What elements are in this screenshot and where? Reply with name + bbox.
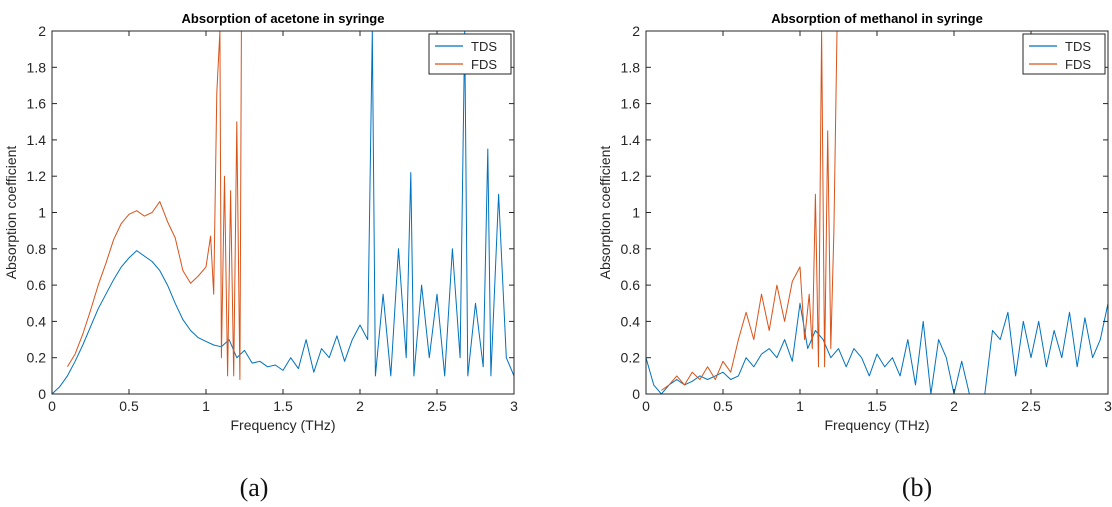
legend-label-tds: TDS <box>471 39 497 54</box>
x-tick-label: 0 <box>48 398 56 414</box>
x-tick-label: 3 <box>1104 398 1112 414</box>
x-axis-label: Frequency (THz) <box>230 417 335 433</box>
x-tick-label: 2.5 <box>1021 398 1041 414</box>
series-line-fds <box>66 31 242 380</box>
y-tick-label: 0.8 <box>621 241 641 257</box>
x-tick-label: 1 <box>796 398 804 414</box>
y-tick-label: 1.2 <box>621 168 641 184</box>
y-tick-label: 0.2 <box>621 350 641 366</box>
x-tick-label: 0 <box>642 398 650 414</box>
x-tick-label: 2 <box>950 398 958 414</box>
y-tick-label: 1.2 <box>27 168 47 184</box>
plot-frame <box>645 30 1109 395</box>
chart-title: Absorption of acetone in syringe <box>182 11 385 26</box>
y-tick-label: 0.6 <box>27 277 47 293</box>
y-tick-label: 1 <box>38 205 46 221</box>
x-tick-label: 1.5 <box>867 398 887 414</box>
y-tick-label: 1.8 <box>27 59 47 75</box>
x-tick-label: 2 <box>356 398 364 414</box>
y-tick-label: 1.6 <box>621 96 641 112</box>
legend-label-tds: TDS <box>1065 39 1091 54</box>
legend-label-fds: FDS <box>471 57 497 72</box>
y-tick-label: 1 <box>632 205 640 221</box>
y-tick-label: 1.6 <box>27 96 47 112</box>
y-tick-label: 0.8 <box>27 241 47 257</box>
x-axis-label: Frequency (THz) <box>824 417 929 433</box>
chart-title: Absorption of methanol in syringe <box>771 11 983 26</box>
x-tick-label: 2.5 <box>427 398 447 414</box>
y-axis-label: Absorption coefficient <box>3 146 19 280</box>
y-tick-label: 0.4 <box>27 313 47 329</box>
series-line-fds <box>661 31 838 391</box>
y-tick-label: 0.2 <box>27 350 47 366</box>
y-tick-label: 1.4 <box>27 132 47 148</box>
legend-box <box>428 33 512 75</box>
panel-label: (b) <box>902 473 932 502</box>
series-line-tds <box>646 302 1108 394</box>
y-tick-label: 0 <box>38 386 46 402</box>
y-tick-label: 0.6 <box>621 277 641 293</box>
chart-acetone: 0 0.5 1 1.5 2 2.5 3 0 0.2 0.4 0.6 0.8 1 1.2 1.4 1.6 1.8 2… <box>3 11 518 502</box>
y-axis-label: Absorption coefficient <box>597 146 613 280</box>
y-tick-label: 0.4 <box>621 313 641 329</box>
x-tick-label: 3 <box>510 398 518 414</box>
x-tick-label: 1.5 <box>273 398 293 414</box>
y-tick-label: 2 <box>632 23 640 39</box>
legend-box <box>1022 33 1106 75</box>
x-tick-label: 1 <box>202 398 210 414</box>
panel-label: (a) <box>240 473 269 502</box>
x-tick-label: 0.5 <box>713 398 733 414</box>
chart-methanol: 0 0.5 1 1.5 2 2.5 3 0 0.2 0.4 0.6 0.8 1 1.2 1.4 1.6 1.8 2… <box>597 11 1112 502</box>
y-tick-label: 1.4 <box>621 132 641 148</box>
x-tick-label: 0.5 <box>119 398 139 414</box>
y-tick-label: 0 <box>632 386 640 402</box>
y-tick-label: 2 <box>38 23 46 39</box>
y-tick-label: 1.8 <box>621 59 641 75</box>
legend-label-fds: FDS <box>1065 57 1091 72</box>
series-line-tds <box>52 31 514 394</box>
plot-frame <box>51 30 515 395</box>
